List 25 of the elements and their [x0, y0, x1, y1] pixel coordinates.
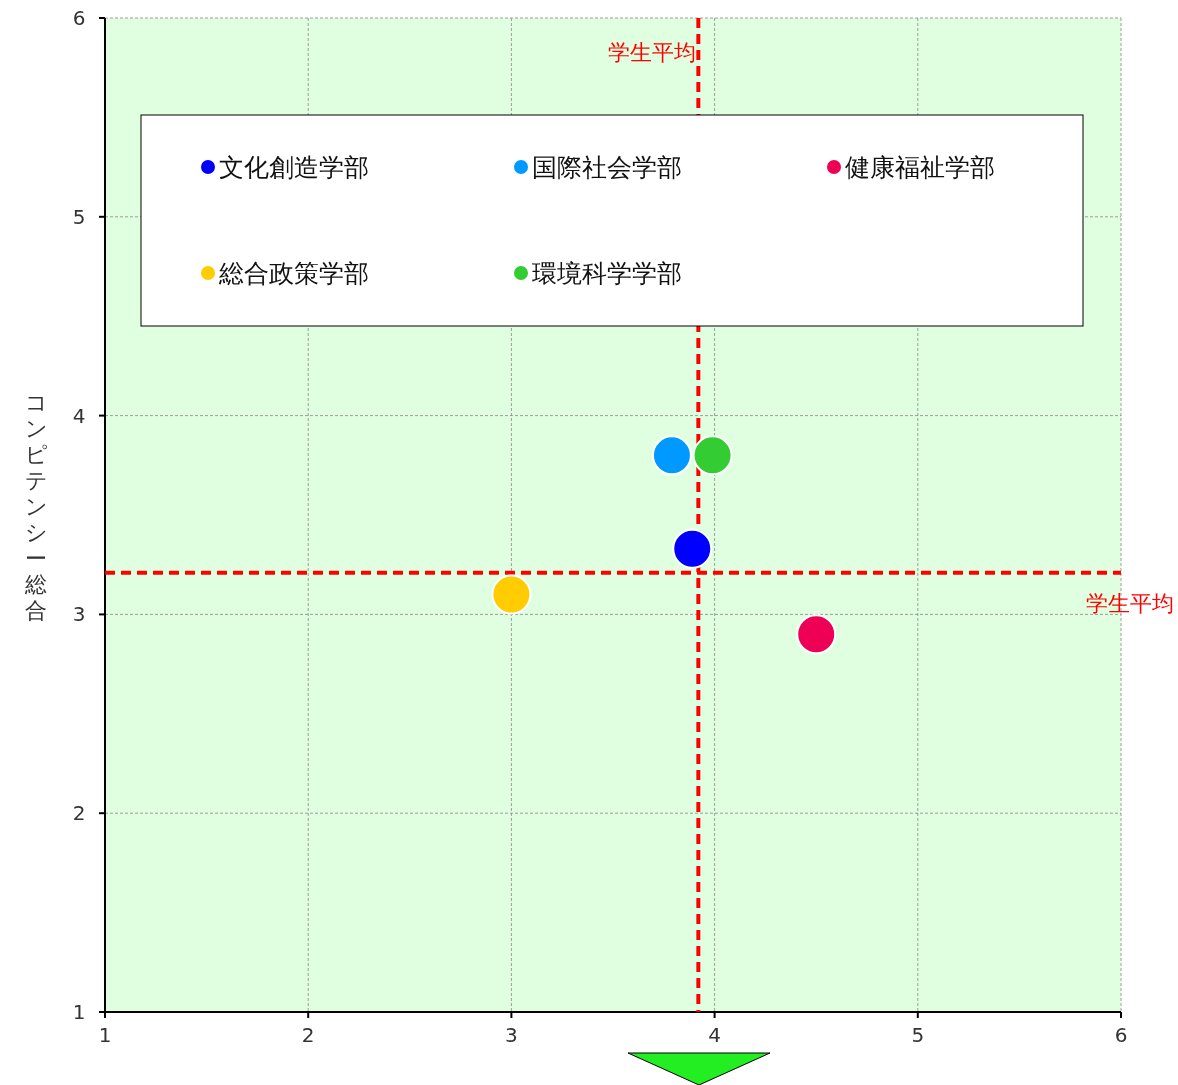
x-tick-label: 6 — [1114, 1023, 1128, 1047]
y-tick-label: 3 — [72, 602, 86, 627]
y-tick-label: 5 — [72, 204, 86, 229]
point — [651, 435, 692, 476]
text: コンピテンシー総合 — [25, 390, 48, 623]
legend-label: 環境科学学部 — [532, 259, 682, 288]
x-tick-label: 5 — [911, 1023, 925, 1047]
legend-label: 国際社会学部 — [532, 153, 682, 182]
legend-label: 健康福祉学部 — [845, 153, 995, 182]
point — [796, 614, 837, 655]
x-tick-label: 3 — [505, 1023, 518, 1047]
y-tick-label: 1 — [72, 1000, 86, 1024]
legend-label: 文化創造学部 — [219, 153, 369, 182]
ref-line-label: 学生平均 — [608, 40, 697, 65]
point — [491, 574, 532, 615]
ref-line-label: 学生平均 — [1086, 590, 1174, 616]
y-tick-label: 6 — [72, 6, 86, 30]
y-tick-label: 2 — [72, 801, 86, 826]
x-tick-label: 4 — [708, 1023, 721, 1047]
y-tick-label: 4 — [72, 403, 86, 428]
x-tick-label: 1 — [98, 1023, 112, 1047]
legend-label: 総合政策学部 — [218, 259, 369, 288]
x-tick-label: 2 — [301, 1023, 315, 1047]
point — [692, 435, 733, 476]
point — [672, 528, 713, 569]
